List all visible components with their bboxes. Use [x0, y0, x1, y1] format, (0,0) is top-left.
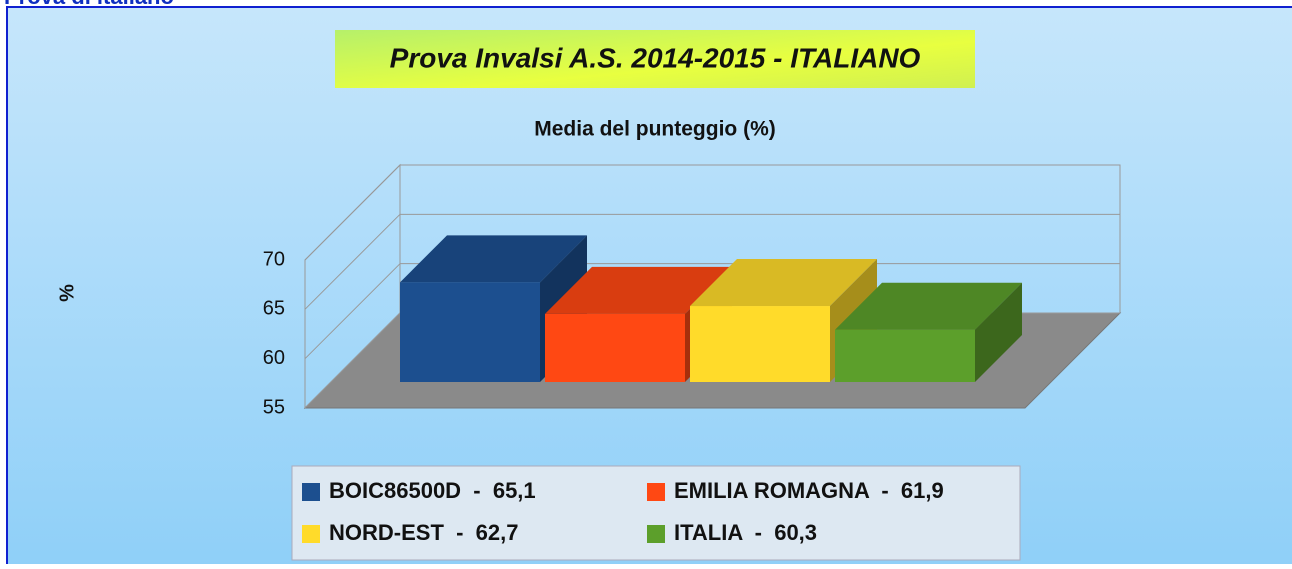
y-tick-label: 60	[263, 347, 285, 369]
legend-label: NORD-EST - 62,7	[329, 520, 518, 545]
page-heading: Prova di italiano	[4, 0, 174, 9]
y-tick-label: 65	[263, 298, 285, 320]
chart-subtitle: Media del punteggio (%)	[534, 118, 776, 141]
y-tick-label: 55	[263, 396, 285, 418]
bar	[400, 282, 540, 382]
legend-swatch	[302, 483, 320, 501]
legend	[291, 465, 1021, 561]
grid-line	[304, 312, 401, 409]
chart-title: Prova Invalsi A.S. 2014-2015 - ITALIANO	[390, 42, 921, 73]
y-tick-label: 70	[263, 248, 285, 270]
legend-swatch	[647, 525, 665, 543]
bar-top	[690, 259, 877, 307]
bar-top	[400, 235, 587, 283]
title-box	[335, 30, 975, 88]
bar-top	[835, 282, 1022, 330]
legend-swatch	[647, 483, 665, 501]
bar-top	[545, 266, 732, 314]
bar	[690, 306, 830, 382]
y-axis-label: %	[56, 284, 78, 302]
legend-label: ITALIA - 60,3	[674, 520, 817, 545]
bar-side	[975, 282, 1022, 382]
bar	[835, 329, 975, 382]
grid-line	[304, 164, 401, 261]
grid-line	[304, 213, 401, 310]
legend-label: BOIC86500D - 65,1	[329, 478, 536, 503]
legend-label: EMILIA ROMAGNA - 61,9	[674, 478, 944, 503]
bar	[545, 313, 685, 382]
grid-line	[304, 263, 401, 360]
legend-swatch	[302, 525, 320, 543]
